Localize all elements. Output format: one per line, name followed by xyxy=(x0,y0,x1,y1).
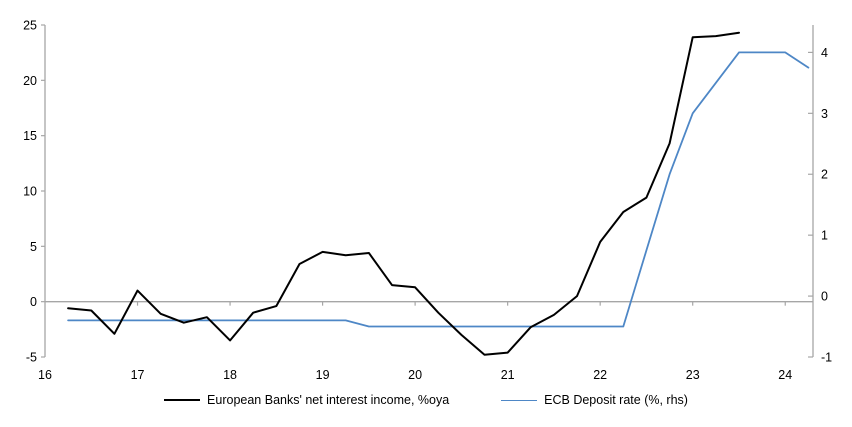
legend-item-ecb-deposit-rate: ECB Deposit rate (%, rhs) xyxy=(501,393,688,407)
x-axis-tick-label: 17 xyxy=(131,368,145,382)
legend-item-net-interest-income: European Banks' net interest income, %oy… xyxy=(164,393,449,407)
legend-swatch-line-icon xyxy=(501,399,538,401)
right-axis-tick-label: 3 xyxy=(821,107,828,121)
right-axis-tick-label: 0 xyxy=(821,290,828,304)
x-axis-tick-label: 23 xyxy=(686,368,700,382)
x-axis-tick-label: 24 xyxy=(778,368,792,382)
x-axis-tick-label: 20 xyxy=(408,368,422,382)
x-axis-tick-label: 16 xyxy=(38,368,52,382)
left-axis-tick-label: -5 xyxy=(26,351,37,365)
right-axis-tick-label: -1 xyxy=(821,351,832,365)
x-axis-tick-label: 19 xyxy=(316,368,330,382)
series-line-0 xyxy=(67,31,740,356)
left-axis-tick-label: 25 xyxy=(23,19,37,33)
x-axis-tick-label: 22 xyxy=(593,368,607,382)
legend-label: ECB Deposit rate (%, rhs) xyxy=(544,393,688,407)
legend-label: European Banks' net interest income, %oy… xyxy=(207,393,450,407)
x-axis-tick-label: 18 xyxy=(223,368,237,382)
right-axis-tick-label: 1 xyxy=(821,229,828,243)
series-line-1 xyxy=(67,51,810,328)
legend-swatch-line-icon xyxy=(164,399,201,401)
right-axis-tick-label: 2 xyxy=(821,168,828,182)
left-axis-tick-label: 10 xyxy=(23,185,37,199)
x-axis-tick-label: 21 xyxy=(501,368,515,382)
chart-legend: European Banks' net interest income, %oy… xyxy=(0,393,852,407)
left-axis-tick-label: 0 xyxy=(30,295,37,309)
left-axis-tick-label: 15 xyxy=(23,129,37,143)
left-axis-tick-label: 20 xyxy=(23,74,37,88)
left-axis-tick-label: 5 xyxy=(30,240,37,254)
right-axis-tick-label: 4 xyxy=(821,46,828,60)
